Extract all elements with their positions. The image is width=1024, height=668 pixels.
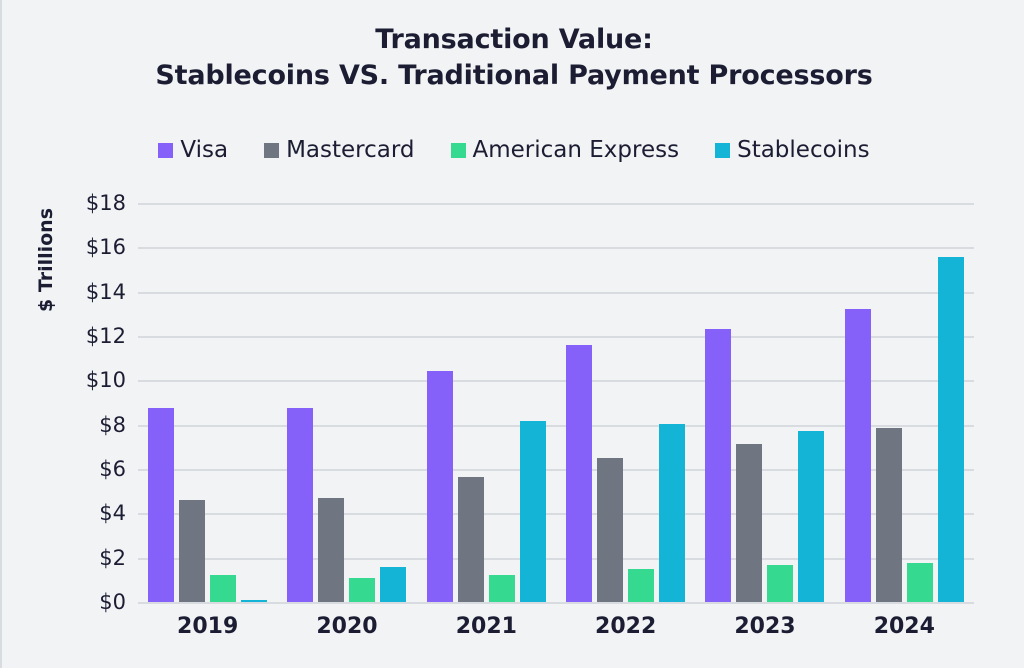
bar-mastercard-2023[interactable] xyxy=(736,443,763,602)
x-axis-tick-label: 2019 xyxy=(177,614,239,639)
bar-visa-2021[interactable] xyxy=(426,371,453,602)
bar-visa-2022[interactable] xyxy=(566,344,593,602)
bars xyxy=(556,203,695,602)
bar-stablecoins-2021[interactable] xyxy=(519,421,546,602)
bars xyxy=(835,203,974,602)
legend-item-visa[interactable]: Visa xyxy=(158,137,228,163)
bar-visa-2024[interactable] xyxy=(844,309,871,602)
bars xyxy=(138,203,277,602)
y-axis-tick-label: $14 xyxy=(85,279,126,304)
bar-stablecoins-2022[interactable] xyxy=(659,423,686,602)
legend-label: American Express xyxy=(472,137,680,163)
y-axis-tick-label: $0 xyxy=(99,590,126,614)
bars xyxy=(417,203,556,602)
bar-american-express-2020[interactable] xyxy=(349,577,376,602)
chart-title-line-2: Stablecoins VS. Traditional Payment Proc… xyxy=(155,59,873,91)
bar-stablecoins-2019[interactable] xyxy=(241,599,268,602)
bar-american-express-2019[interactable] xyxy=(210,575,237,602)
gridline xyxy=(138,557,974,560)
legend-label: Visa xyxy=(180,137,229,163)
legend-item-american-express[interactable]: American Express xyxy=(450,137,680,163)
bar-visa-2023[interactable] xyxy=(705,329,732,602)
bars xyxy=(695,203,834,602)
plot-area: $18 $16 $14 $12 $10 $8 $6 $4 $2 $0 2019 2020 2021 20… xyxy=(86,191,974,639)
legend-swatch-icon xyxy=(715,142,731,158)
x-axis-tick-label: 2020 xyxy=(316,614,378,639)
legend-swatch-icon xyxy=(264,142,280,158)
bar-visa-2020[interactable] xyxy=(287,408,314,602)
legend-item-stablecoins[interactable]: Stablecoins xyxy=(715,137,870,163)
bar-group-2024: 2024 xyxy=(835,203,974,639)
gridline xyxy=(138,291,974,294)
x-axis-tick-label: 2022 xyxy=(595,614,657,639)
bar-stablecoins-2023[interactable] xyxy=(798,431,825,602)
gridline xyxy=(138,602,974,604)
bars xyxy=(277,203,416,602)
y-axis-tick-label: $12 xyxy=(85,324,126,348)
y-axis-tick-label: $16 xyxy=(85,235,126,260)
legend-label: Stablecoins xyxy=(737,137,870,163)
bar-stablecoins-2024[interactable] xyxy=(937,257,964,602)
bar-mastercard-2021[interactable] xyxy=(457,476,484,602)
legend-label: Mastercard xyxy=(286,137,415,163)
y-axis-ticks: $18 $16 $14 $12 $10 $8 $6 $4 $2 $0 xyxy=(86,191,974,614)
bar-mastercard-2024[interactable] xyxy=(875,428,902,602)
x-axis-tick-label: 2024 xyxy=(873,614,935,639)
bar-stablecoins-2020[interactable] xyxy=(380,566,407,602)
x-axis-tick-label: 2021 xyxy=(455,614,517,639)
bar-group-2020: 2020 xyxy=(277,203,416,639)
y-axis-tick-label: $2 xyxy=(99,545,126,570)
bar-group-2019: 2019 xyxy=(138,203,277,639)
y-axis-tick-label: $8 xyxy=(99,412,126,437)
x-axis-tick-label: 2023 xyxy=(734,614,796,639)
chart-legend: Visa Mastercard American Express Stablecoin… xyxy=(2,137,1024,163)
gridlines xyxy=(138,203,974,604)
bar-visa-2019[interactable] xyxy=(148,408,175,602)
bar-mastercard-2019[interactable] xyxy=(179,500,206,602)
gridline xyxy=(138,380,974,383)
y-axis-tick-label: $10 xyxy=(85,368,126,393)
bar-group-2022: 2022 xyxy=(556,203,695,639)
legend-swatch-icon xyxy=(158,142,174,158)
gridline xyxy=(138,247,974,250)
bar-mastercard-2022[interactable] xyxy=(597,457,624,602)
gridline xyxy=(138,203,974,205)
gridline xyxy=(138,424,974,427)
bar-group-2021: 2021 xyxy=(417,203,556,639)
bar-group-2023: 2023 xyxy=(695,203,834,639)
bar-mastercard-2020[interactable] xyxy=(318,497,345,602)
bar-american-express-2024[interactable] xyxy=(906,563,933,602)
y-axis-tick-label: $18 xyxy=(85,191,126,215)
y-axis-tick-label: $6 xyxy=(99,457,126,481)
chart-title: Transaction Value: Stablecoins VS. Tradi… xyxy=(2,22,1024,94)
bar-american-express-2022[interactable] xyxy=(628,568,655,602)
bar-american-express-2023[interactable] xyxy=(767,565,794,602)
gridline xyxy=(138,513,974,516)
y-axis-tick-label: $4 xyxy=(99,501,126,526)
gridline xyxy=(138,336,974,338)
bar-american-express-2021[interactable] xyxy=(488,575,515,602)
legend-swatch-icon xyxy=(450,142,466,158)
legend-item-mastercard[interactable]: Mastercard xyxy=(264,137,415,163)
bar-groups: 2019 2020 2021 2022 2023 2024 xyxy=(138,203,974,639)
chart-title-line-1: Transaction Value: xyxy=(375,24,653,55)
gridline xyxy=(138,469,974,471)
